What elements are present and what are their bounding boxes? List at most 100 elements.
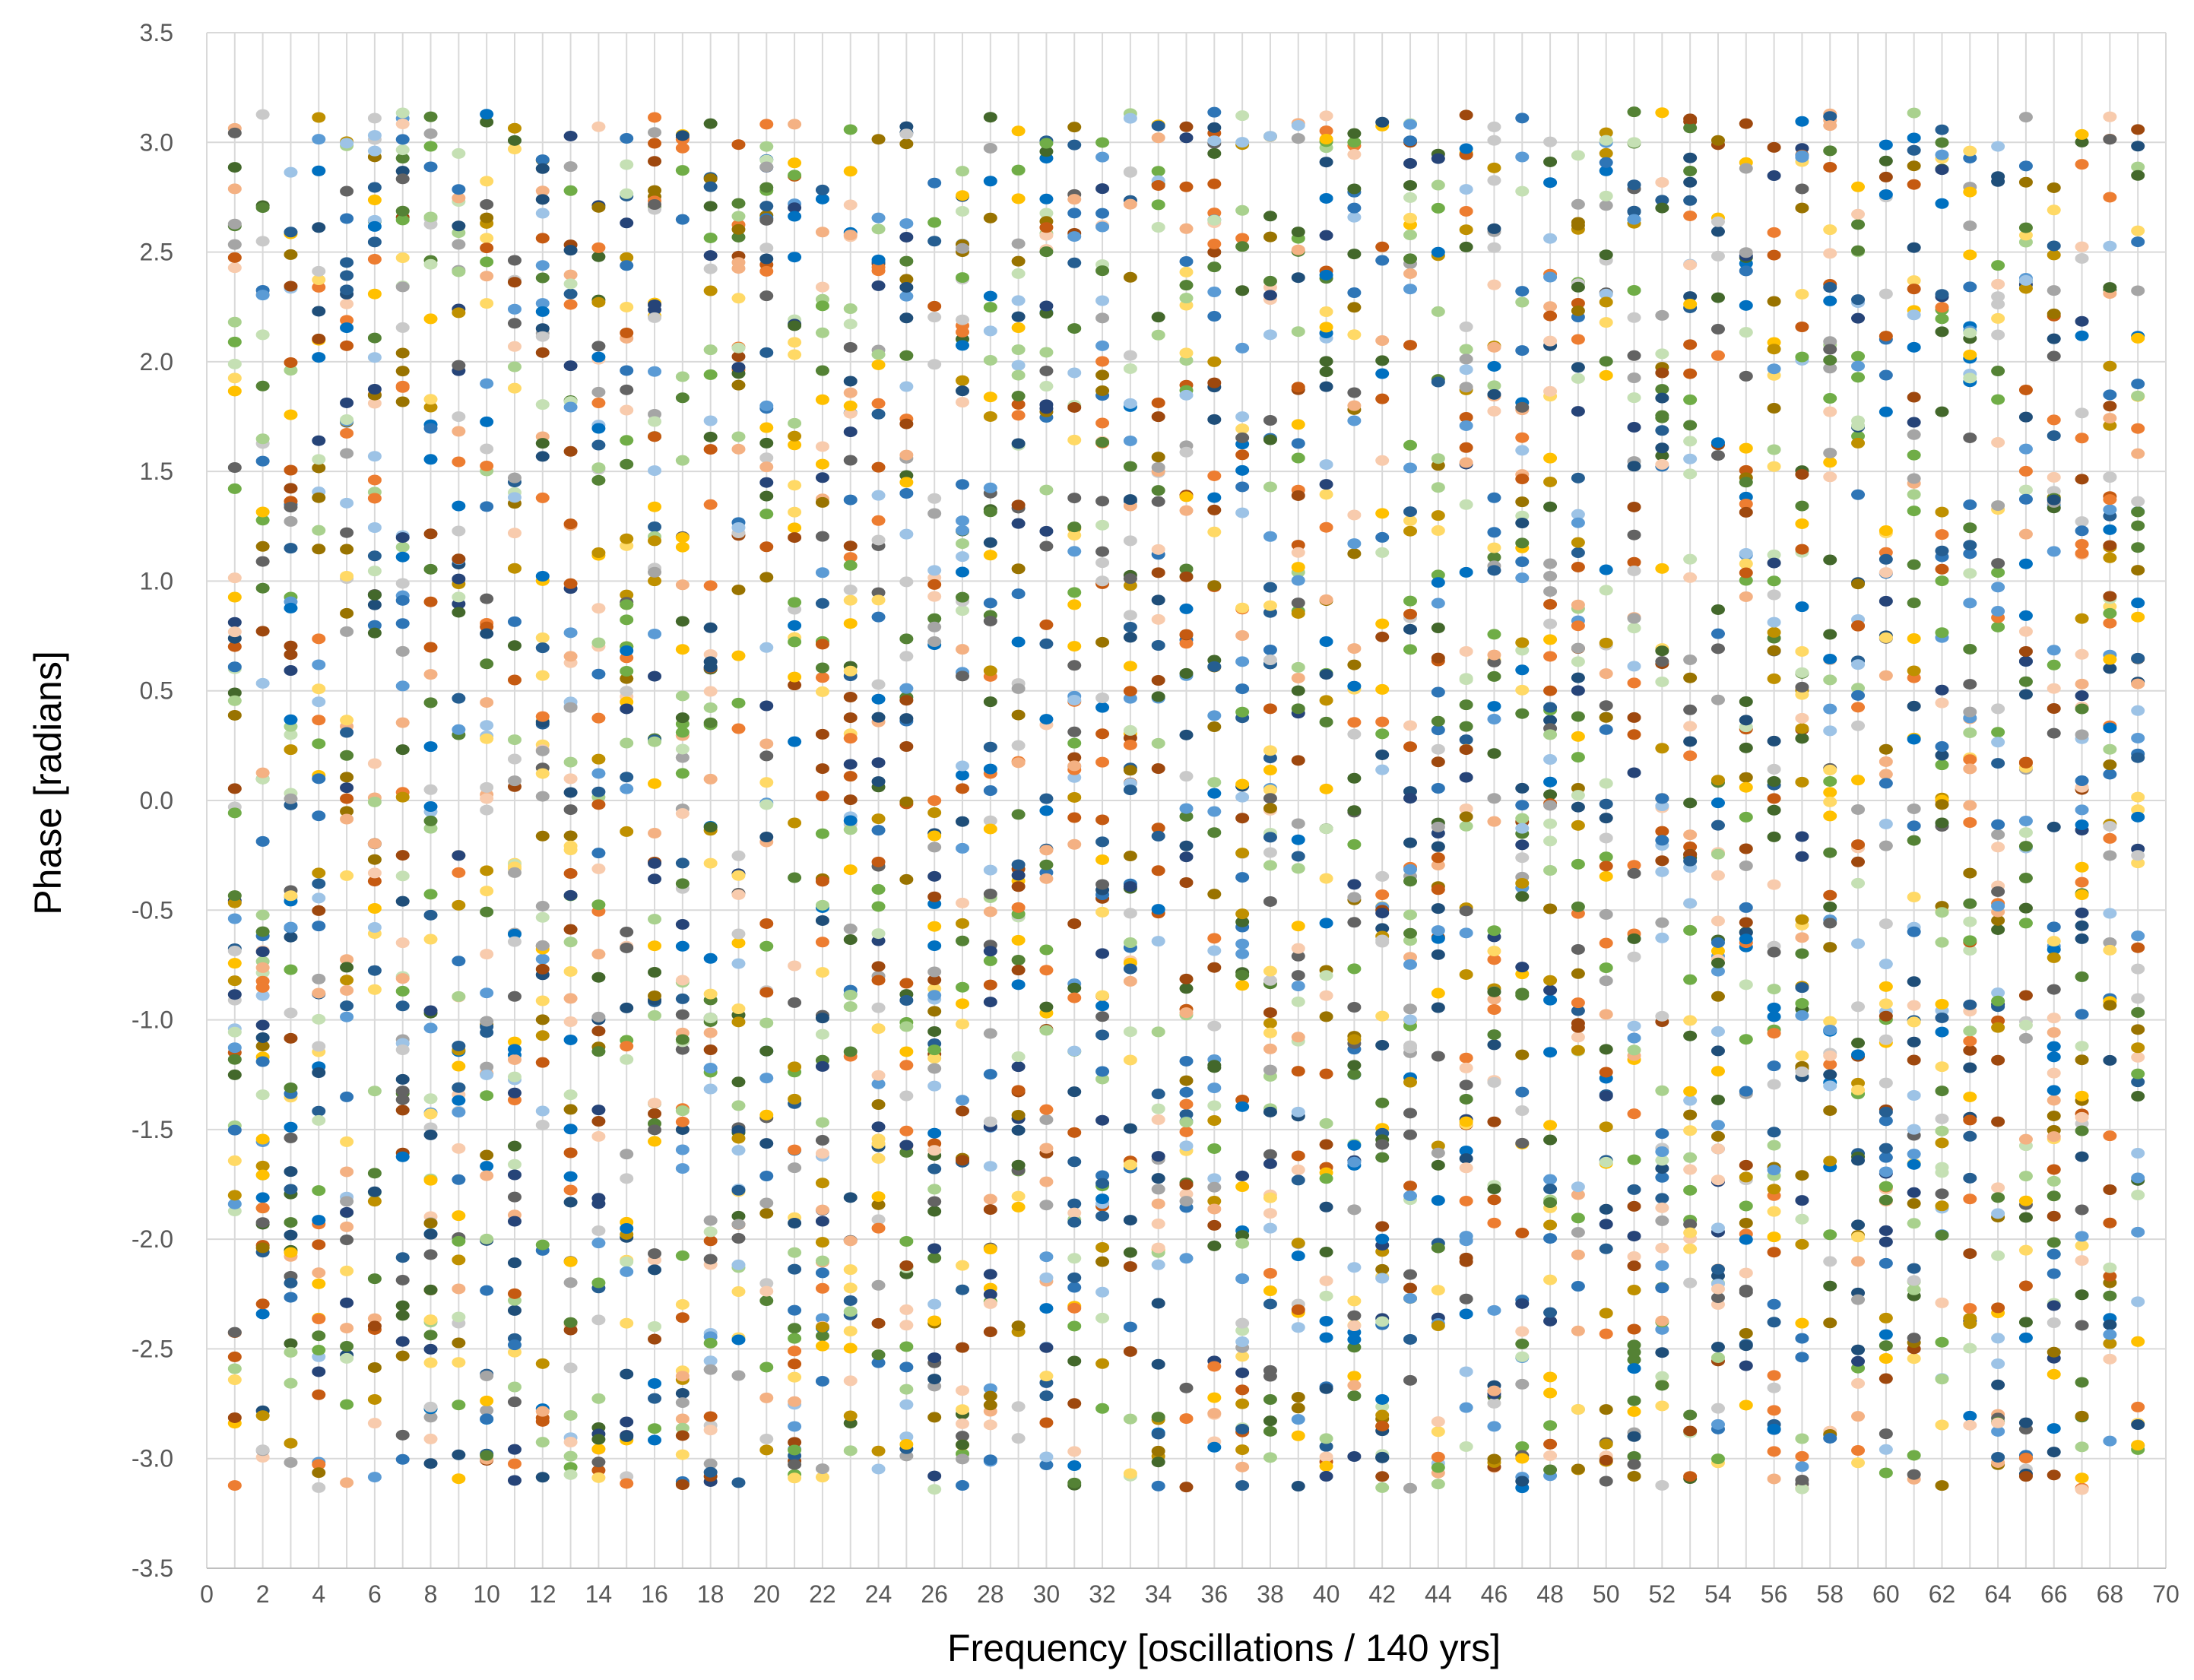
data-point xyxy=(1851,1445,1866,1457)
data-point xyxy=(648,628,662,639)
data-point xyxy=(480,697,494,708)
x-tick-label: 64 xyxy=(1984,1580,2012,1608)
data-point xyxy=(675,1034,690,1045)
data-point xyxy=(1655,656,1669,667)
data-point xyxy=(1907,734,1921,745)
data-point xyxy=(591,474,606,486)
data-point xyxy=(480,116,494,128)
data-point xyxy=(648,366,662,377)
data-point xyxy=(899,350,914,361)
data-point xyxy=(1487,1076,1501,1088)
data-point xyxy=(1599,1438,1613,1450)
data-point xyxy=(395,1429,410,1441)
data-point xyxy=(2047,683,2061,694)
data-point xyxy=(2103,1130,2117,1142)
data-point xyxy=(1767,1298,1781,1310)
y-tick-labels: 3.53.02.52.01.51.00.50.0-0.5-1.0-1.5-2.0… xyxy=(132,19,173,1582)
data-point xyxy=(423,934,438,945)
data-point xyxy=(1963,935,1977,946)
data-point xyxy=(1067,1045,1082,1057)
data-point xyxy=(927,312,942,323)
data-point xyxy=(1235,1367,1250,1378)
data-point xyxy=(340,570,354,582)
data-point xyxy=(395,578,410,589)
data-point xyxy=(255,455,270,467)
data-point xyxy=(1067,493,1082,504)
data-point xyxy=(1067,838,1082,850)
data-point xyxy=(1347,892,1362,903)
data-point xyxy=(843,387,858,398)
data-point xyxy=(452,426,466,437)
data-point xyxy=(871,611,886,623)
data-point xyxy=(255,1019,270,1031)
data-point xyxy=(1487,380,1501,391)
data-point xyxy=(759,1045,774,1057)
data-point xyxy=(1403,959,1418,970)
data-point xyxy=(675,532,690,544)
data-point xyxy=(1991,842,2005,853)
data-point xyxy=(1151,865,1165,876)
data-point xyxy=(2075,525,2089,537)
data-point xyxy=(1907,275,1921,287)
data-point xyxy=(1207,492,1222,503)
data-point xyxy=(1067,401,1082,413)
data-point xyxy=(1963,1303,1977,1314)
data-point xyxy=(843,199,858,211)
data-point xyxy=(423,528,438,540)
data-point xyxy=(340,727,354,738)
data-point xyxy=(1710,323,1725,334)
data-point xyxy=(1515,664,1530,676)
data-point xyxy=(1767,444,1781,455)
data-point xyxy=(1655,917,1669,928)
data-point xyxy=(1039,873,1054,884)
data-point xyxy=(1235,464,1250,476)
data-point xyxy=(563,1184,578,1196)
data-point xyxy=(1123,1321,1137,1333)
data-point xyxy=(1963,945,1977,956)
data-point xyxy=(983,1390,997,1402)
data-point xyxy=(1375,870,1390,882)
data-point xyxy=(1487,162,1501,173)
data-point xyxy=(759,161,774,173)
data-point xyxy=(1710,292,1725,303)
data-point xyxy=(1207,246,1222,258)
data-point xyxy=(227,358,242,369)
data-point xyxy=(1179,347,1194,359)
data-point xyxy=(1179,729,1194,740)
data-point xyxy=(1151,179,1165,191)
data-point xyxy=(1151,613,1165,625)
data-point xyxy=(1291,996,1305,1007)
data-point xyxy=(1907,242,1921,253)
data-point xyxy=(1655,793,1669,804)
data-point xyxy=(563,965,578,977)
data-point xyxy=(1235,706,1250,718)
data-point xyxy=(1403,623,1418,635)
data-point xyxy=(395,850,410,861)
data-point xyxy=(227,1327,242,1338)
data-point xyxy=(1067,1156,1082,1168)
data-point xyxy=(1179,1413,1194,1425)
data-point xyxy=(452,360,466,371)
data-point xyxy=(1963,186,1977,198)
data-point xyxy=(423,128,438,139)
data-point xyxy=(620,1431,634,1442)
data-point xyxy=(1683,453,1698,464)
data-point xyxy=(1459,1402,1473,1413)
data-point xyxy=(1879,288,1893,300)
data-point xyxy=(648,670,662,682)
data-point xyxy=(927,1080,942,1092)
x-tick-label: 46 xyxy=(1481,1580,1508,1608)
data-point xyxy=(648,857,662,869)
data-point xyxy=(1403,1129,1418,1140)
data-point xyxy=(788,439,802,451)
data-point xyxy=(1515,1228,1530,1239)
data-point xyxy=(1011,902,1026,913)
data-point xyxy=(788,1061,802,1073)
x-tick-label: 66 xyxy=(2040,1580,2068,1608)
data-point xyxy=(648,465,662,477)
data-point xyxy=(871,280,886,291)
data-point xyxy=(1431,525,1445,536)
data-point xyxy=(1067,660,1082,671)
data-point xyxy=(227,695,242,706)
data-point xyxy=(340,257,354,268)
